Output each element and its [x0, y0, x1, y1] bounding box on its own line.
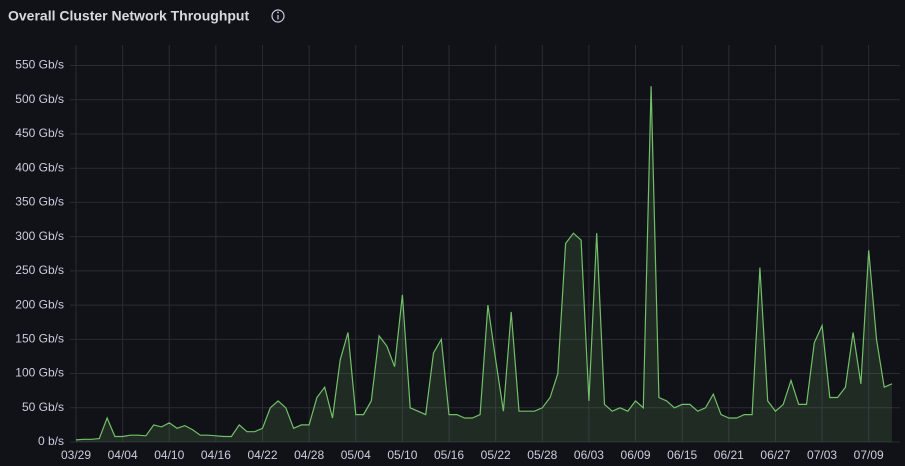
y-tick-label: 450 Gb/s [15, 126, 64, 140]
x-tick-label: 06/15 [667, 448, 697, 462]
y-tick-label: 300 Gb/s [15, 229, 64, 243]
x-tick-label: 03/29 [61, 448, 91, 462]
y-tick-label: 550 Gb/s [15, 58, 64, 72]
x-tick-label: 05/04 [341, 448, 371, 462]
y-tick-label: 250 Gb/s [15, 263, 64, 277]
x-tick-label: 06/27 [760, 448, 790, 462]
x-tick-label: 04/22 [247, 448, 277, 462]
x-tick-label: 06/21 [714, 448, 744, 462]
x-tick-label: 04/28 [294, 448, 324, 462]
y-tick-label: 150 Gb/s [15, 331, 64, 345]
x-tick-label: 06/09 [621, 448, 651, 462]
chart-title: Overall Cluster Network Throughput [8, 8, 249, 24]
x-tick-label: 04/16 [201, 448, 231, 462]
x-tick-label: 07/09 [854, 448, 884, 462]
y-tick-label: 50 Gb/s [22, 400, 64, 414]
x-tick-label: 07/03 [807, 448, 837, 462]
x-tick-label: 04/10 [154, 448, 184, 462]
y-tick-label: 200 Gb/s [15, 297, 64, 311]
y-tick-label: 500 Gb/s [15, 92, 64, 106]
info-icon[interactable] [271, 9, 285, 23]
x-tick-label: 05/22 [481, 448, 511, 462]
x-tick-label: 05/10 [387, 448, 417, 462]
x-tick-label: 05/28 [527, 448, 557, 462]
area [76, 86, 892, 442]
y-tick-label: 350 Gb/s [15, 195, 64, 209]
x-tick-label: 06/03 [574, 448, 604, 462]
x-tick-label: 05/16 [434, 448, 464, 462]
line [75, 86, 893, 441]
x-tick-label: 04/04 [108, 448, 138, 462]
y-tick-label: 400 Gb/s [15, 160, 64, 174]
y-tick-label: 100 Gb/s [15, 366, 64, 380]
y-tick-label: 0 b/s [38, 434, 64, 448]
